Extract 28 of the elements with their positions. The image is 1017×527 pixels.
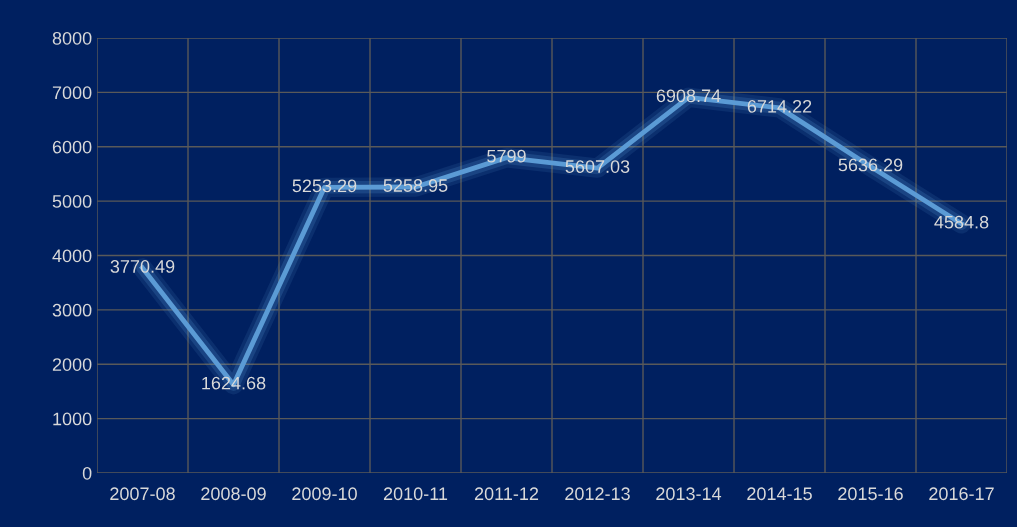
y-tick-label: 7000 <box>52 86 92 100</box>
data-label: 5799 <box>487 149 526 163</box>
y-tick-label: 0 <box>82 466 92 480</box>
x-tick-label: 2007-08 <box>110 487 175 501</box>
y-tick-label: 6000 <box>52 140 92 154</box>
x-tick-label: 2008-09 <box>201 487 266 501</box>
x-tick-label: 2014-15 <box>747 487 812 501</box>
data-label: 3770.49 <box>110 260 175 273</box>
data-label: 6908.74 <box>656 89 721 103</box>
x-tick-label: 2010-11 <box>383 487 448 501</box>
x-tick-label: 2011-12 <box>474 487 539 501</box>
y-tick-label: 2000 <box>52 358 92 371</box>
data-label: 5258.95 <box>383 179 448 192</box>
y-tick-label: 1000 <box>53 412 92 426</box>
y-tick-label: 5000 <box>52 195 92 208</box>
x-tick-label: 2013-14 <box>656 487 722 501</box>
y-tick-label: 3000 <box>52 303 92 317</box>
x-tick-label: 2012-13 <box>565 487 630 501</box>
x-tick-label: 2009-10 <box>292 487 357 501</box>
y-tick-label: 8000 <box>52 31 92 45</box>
data-label: 6714.22 <box>747 99 812 113</box>
x-tick-label: 2016-17 <box>929 487 994 501</box>
data-label: 5636.29 <box>838 158 903 172</box>
data-label: 4584.8 <box>934 215 989 229</box>
data-label: 5253.29 <box>292 179 357 193</box>
y-tick-label: 4000 <box>52 249 92 263</box>
data-label: 5607.03 <box>565 160 630 173</box>
x-tick-label: 2015-16 <box>838 487 903 501</box>
